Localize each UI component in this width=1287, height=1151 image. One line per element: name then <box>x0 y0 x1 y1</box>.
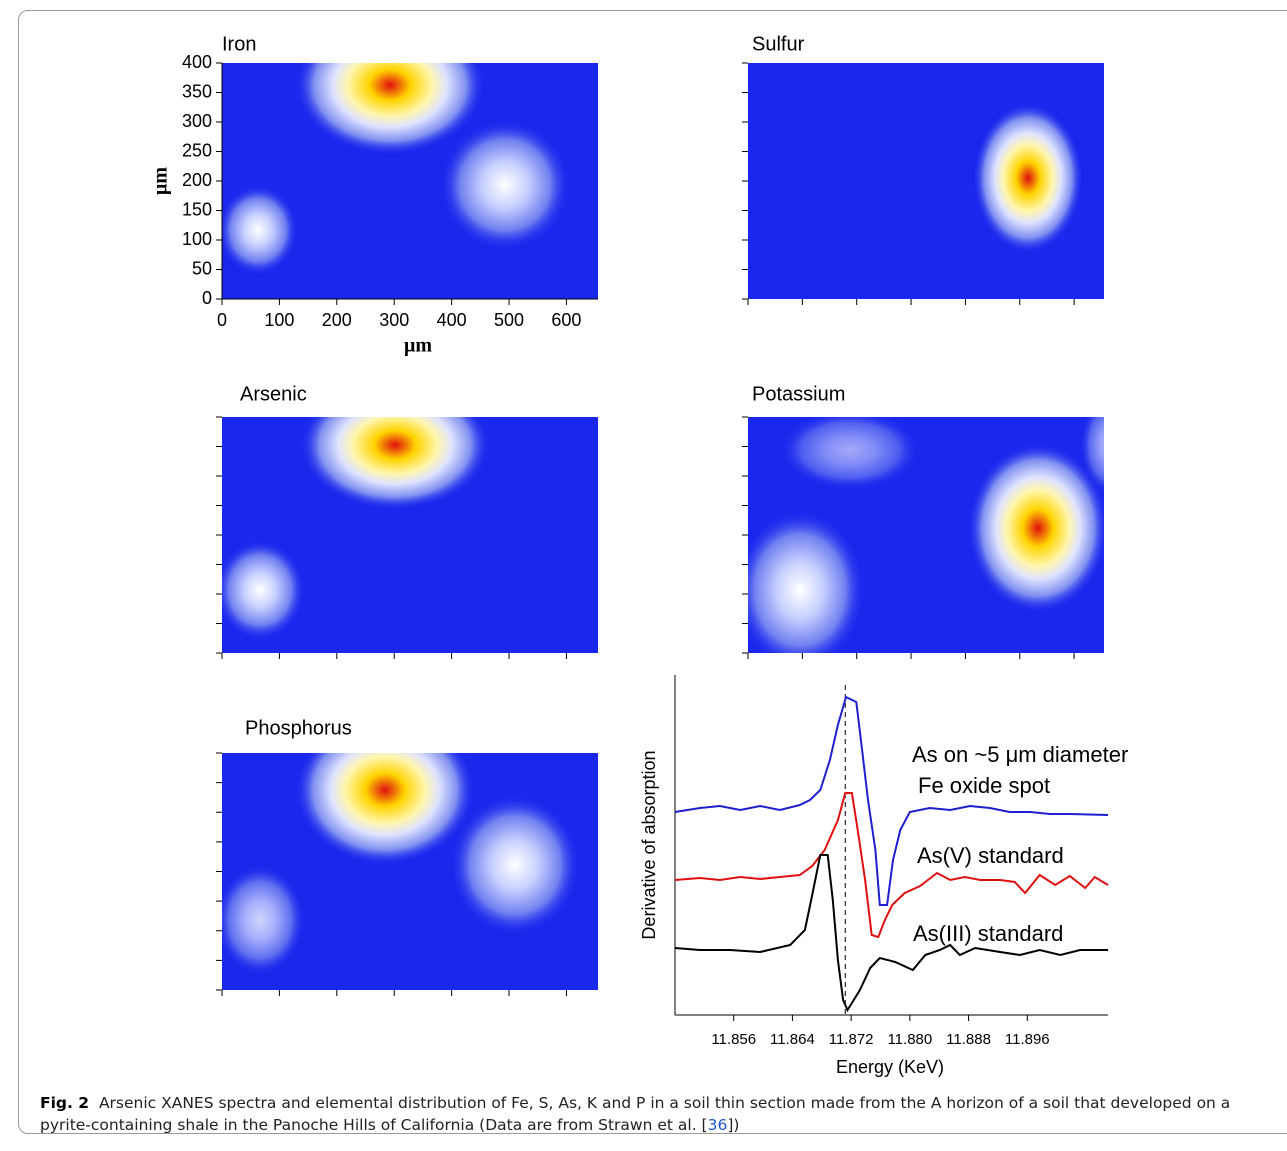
y-tick-label: 250 <box>182 140 212 160</box>
x-tick-label: 11.864 <box>770 1031 815 1048</box>
x-tick-label: 500 <box>494 310 524 330</box>
series-line <box>674 695 1109 906</box>
annotation: As(V) standard <box>917 843 1064 868</box>
y-tick-label: 200 <box>182 170 212 190</box>
annotation: As(III) standard <box>913 921 1063 946</box>
map-title: Phosphorus <box>245 717 352 739</box>
x-tick-label: 400 <box>437 310 467 330</box>
x-tick-label: 600 <box>551 310 581 330</box>
caption: Fig. 2 Arsenic XANES spectra and element… <box>40 1092 1270 1136</box>
phosphorus-map <box>222 753 598 990</box>
iron-map <box>222 63 598 299</box>
x-axis-label: Energy (KeV) <box>836 1057 944 1077</box>
annotation: Fe oxide spot <box>918 773 1050 798</box>
sulfur-map <box>748 63 1104 299</box>
x-tick-label: 11.880 <box>887 1031 932 1048</box>
y-axis-label: μm <box>150 167 172 195</box>
caption-end: ]) <box>727 1116 740 1134</box>
map-title: Potassium <box>752 383 845 405</box>
x-tick-label: 0 <box>217 310 227 330</box>
x-tick-label: 11.888 <box>946 1031 991 1048</box>
x-tick-label: 100 <box>264 310 294 330</box>
y-tick-label: 150 <box>182 199 212 219</box>
y-axis-label: Derivative of absorption <box>639 750 659 939</box>
caption-ref[interactable]: 36 <box>707 1116 728 1134</box>
y-tick-label: 100 <box>182 229 212 249</box>
x-tick-label: 11.896 <box>1005 1031 1050 1048</box>
potassium-map <box>748 417 1104 653</box>
x-axis-label: μm <box>404 335 432 357</box>
map-title: Arsenic <box>240 383 307 405</box>
map-title: Sulfur <box>752 33 805 55</box>
series-line <box>674 854 1108 1013</box>
arsenic-map <box>222 417 598 653</box>
y-tick-label: 0 <box>202 288 212 308</box>
frame <box>18 10 1287 1134</box>
annotation: As on ~5 μm diameter <box>912 742 1128 767</box>
x-tick-label: 300 <box>379 310 409 330</box>
y-tick-label: 350 <box>182 81 212 101</box>
x-tick-label: 11.872 <box>829 1031 874 1048</box>
x-tick-label: 200 <box>322 310 352 330</box>
caption-text: Arsenic XANES spectra and elemental dist… <box>40 1094 1231 1134</box>
series-line <box>674 792 1109 939</box>
y-tick-label: 50 <box>192 258 212 278</box>
y-tick-label: 300 <box>182 111 212 131</box>
y-tick-label: 400 <box>182 52 212 72</box>
map-title: Iron <box>222 33 256 55</box>
caption-label: Fig. 2 <box>40 1094 90 1112</box>
x-tick-label: 11.856 <box>711 1031 756 1048</box>
